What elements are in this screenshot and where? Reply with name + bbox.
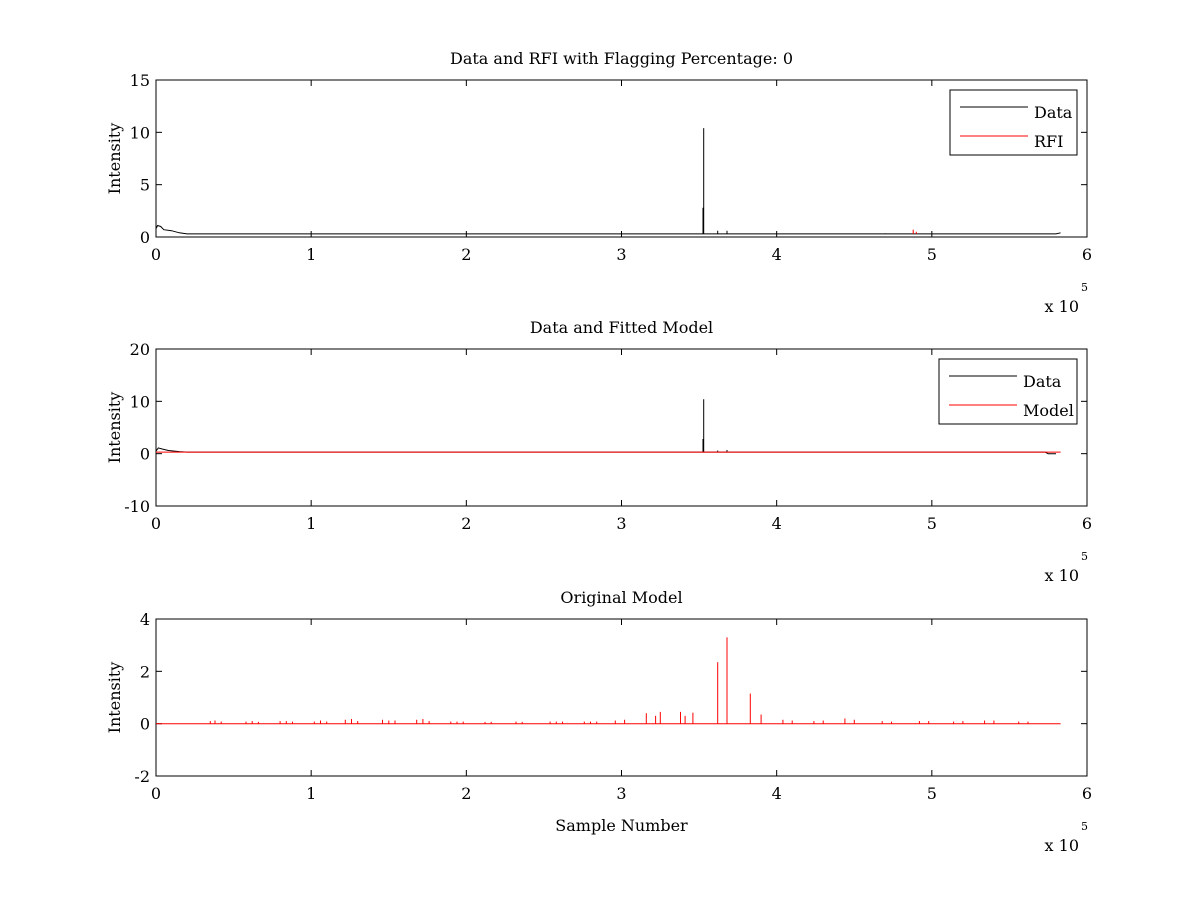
x-tick-label: 4 [772,245,782,264]
x-axis-multiplier: x 10 [1045,297,1079,316]
axis-ticks: 0 1 2 3 4 5 6 0 5 10 15 [130,71,1092,264]
plot-lines [156,637,1061,725]
x-tick-label: 2 [461,245,471,264]
y-tick-label: 0 [140,715,150,734]
x-tick-label: 6 [1082,514,1092,533]
y-tick-label: -10 [124,497,150,516]
chart-panel-rfi: Data and RFI with Flagging Percentage: 0… [105,49,1092,316]
x-axis-label: Sample Number [555,816,688,835]
legend-box [949,89,1078,156]
x-tick-label: 0 [151,514,161,533]
x-tick-label: 1 [306,245,316,264]
x-tick-label: 3 [616,245,626,264]
y-axis-label: Intensity [105,662,124,734]
legend-label-data: Data [1034,103,1073,122]
y-tick-label: 4 [140,610,150,629]
chart-title: Data and Fitted Model [530,318,713,337]
x-tick-label: 4 [772,514,782,533]
x-axis-multiplier: x 10 [1045,836,1079,855]
x-tick-label: 3 [616,514,626,533]
x-tick-label: 5 [927,514,937,533]
plot-area [155,348,1088,507]
x-tick-label: 0 [151,245,161,264]
chart-title: Data and RFI with Flagging Percentage: 0 [450,49,793,68]
plot-area [155,79,1088,238]
y-tick-label: 5 [140,176,150,195]
x-tick-label: 5 [927,784,937,803]
x-axis-multiplier-exponent: 5 [1081,550,1088,563]
plot-lines [155,399,1061,455]
y-axis-label: Intensity [105,392,124,464]
x-tick-label: 2 [461,784,471,803]
legend: Data RFI [949,89,1078,156]
chart-title: Original Model [560,588,682,607]
x-tick-label: 4 [772,784,782,803]
y-tick-label: 10 [130,123,150,142]
y-tick-label: 2 [140,662,150,681]
chart-panel-fitted-model: Data and Fitted Model Intensity x 10 5 0… [105,318,1092,585]
x-tick-label: 1 [306,514,316,533]
y-tick-label: 0 [140,228,150,247]
y-tick-label: -2 [134,767,150,786]
x-tick-label: 6 [1082,784,1092,803]
y-tick-label: 10 [130,392,150,411]
x-tick-label: 3 [616,784,626,803]
x-axis-multiplier-exponent: 5 [1081,820,1088,833]
legend: Data Model [938,358,1078,425]
x-tick-label: 5 [927,245,937,264]
legend-label-model: Model [1023,401,1074,420]
x-tick-label: 1 [306,784,316,803]
y-tick-label: 20 [130,340,150,359]
x-tick-label: 2 [461,514,471,533]
plot-area [155,618,1088,777]
legend-label-rfi: RFI [1034,132,1063,151]
legend-box [938,358,1078,425]
y-axis-label: Intensity [105,123,124,195]
y-tick-label: 15 [130,71,150,90]
chart-panel-original-model: Original Model Intensity Sample Number x… [105,588,1092,855]
x-tick-label: 6 [1082,245,1092,264]
x-axis-multiplier-exponent: 5 [1081,281,1088,294]
series-line-data [155,224,1061,235]
plot-lines [155,128,1061,235]
x-tick-label: 0 [151,784,161,803]
x-axis-multiplier: x 10 [1045,566,1079,585]
legend-label-data: Data [1023,372,1062,391]
y-tick-label: 0 [140,445,150,464]
